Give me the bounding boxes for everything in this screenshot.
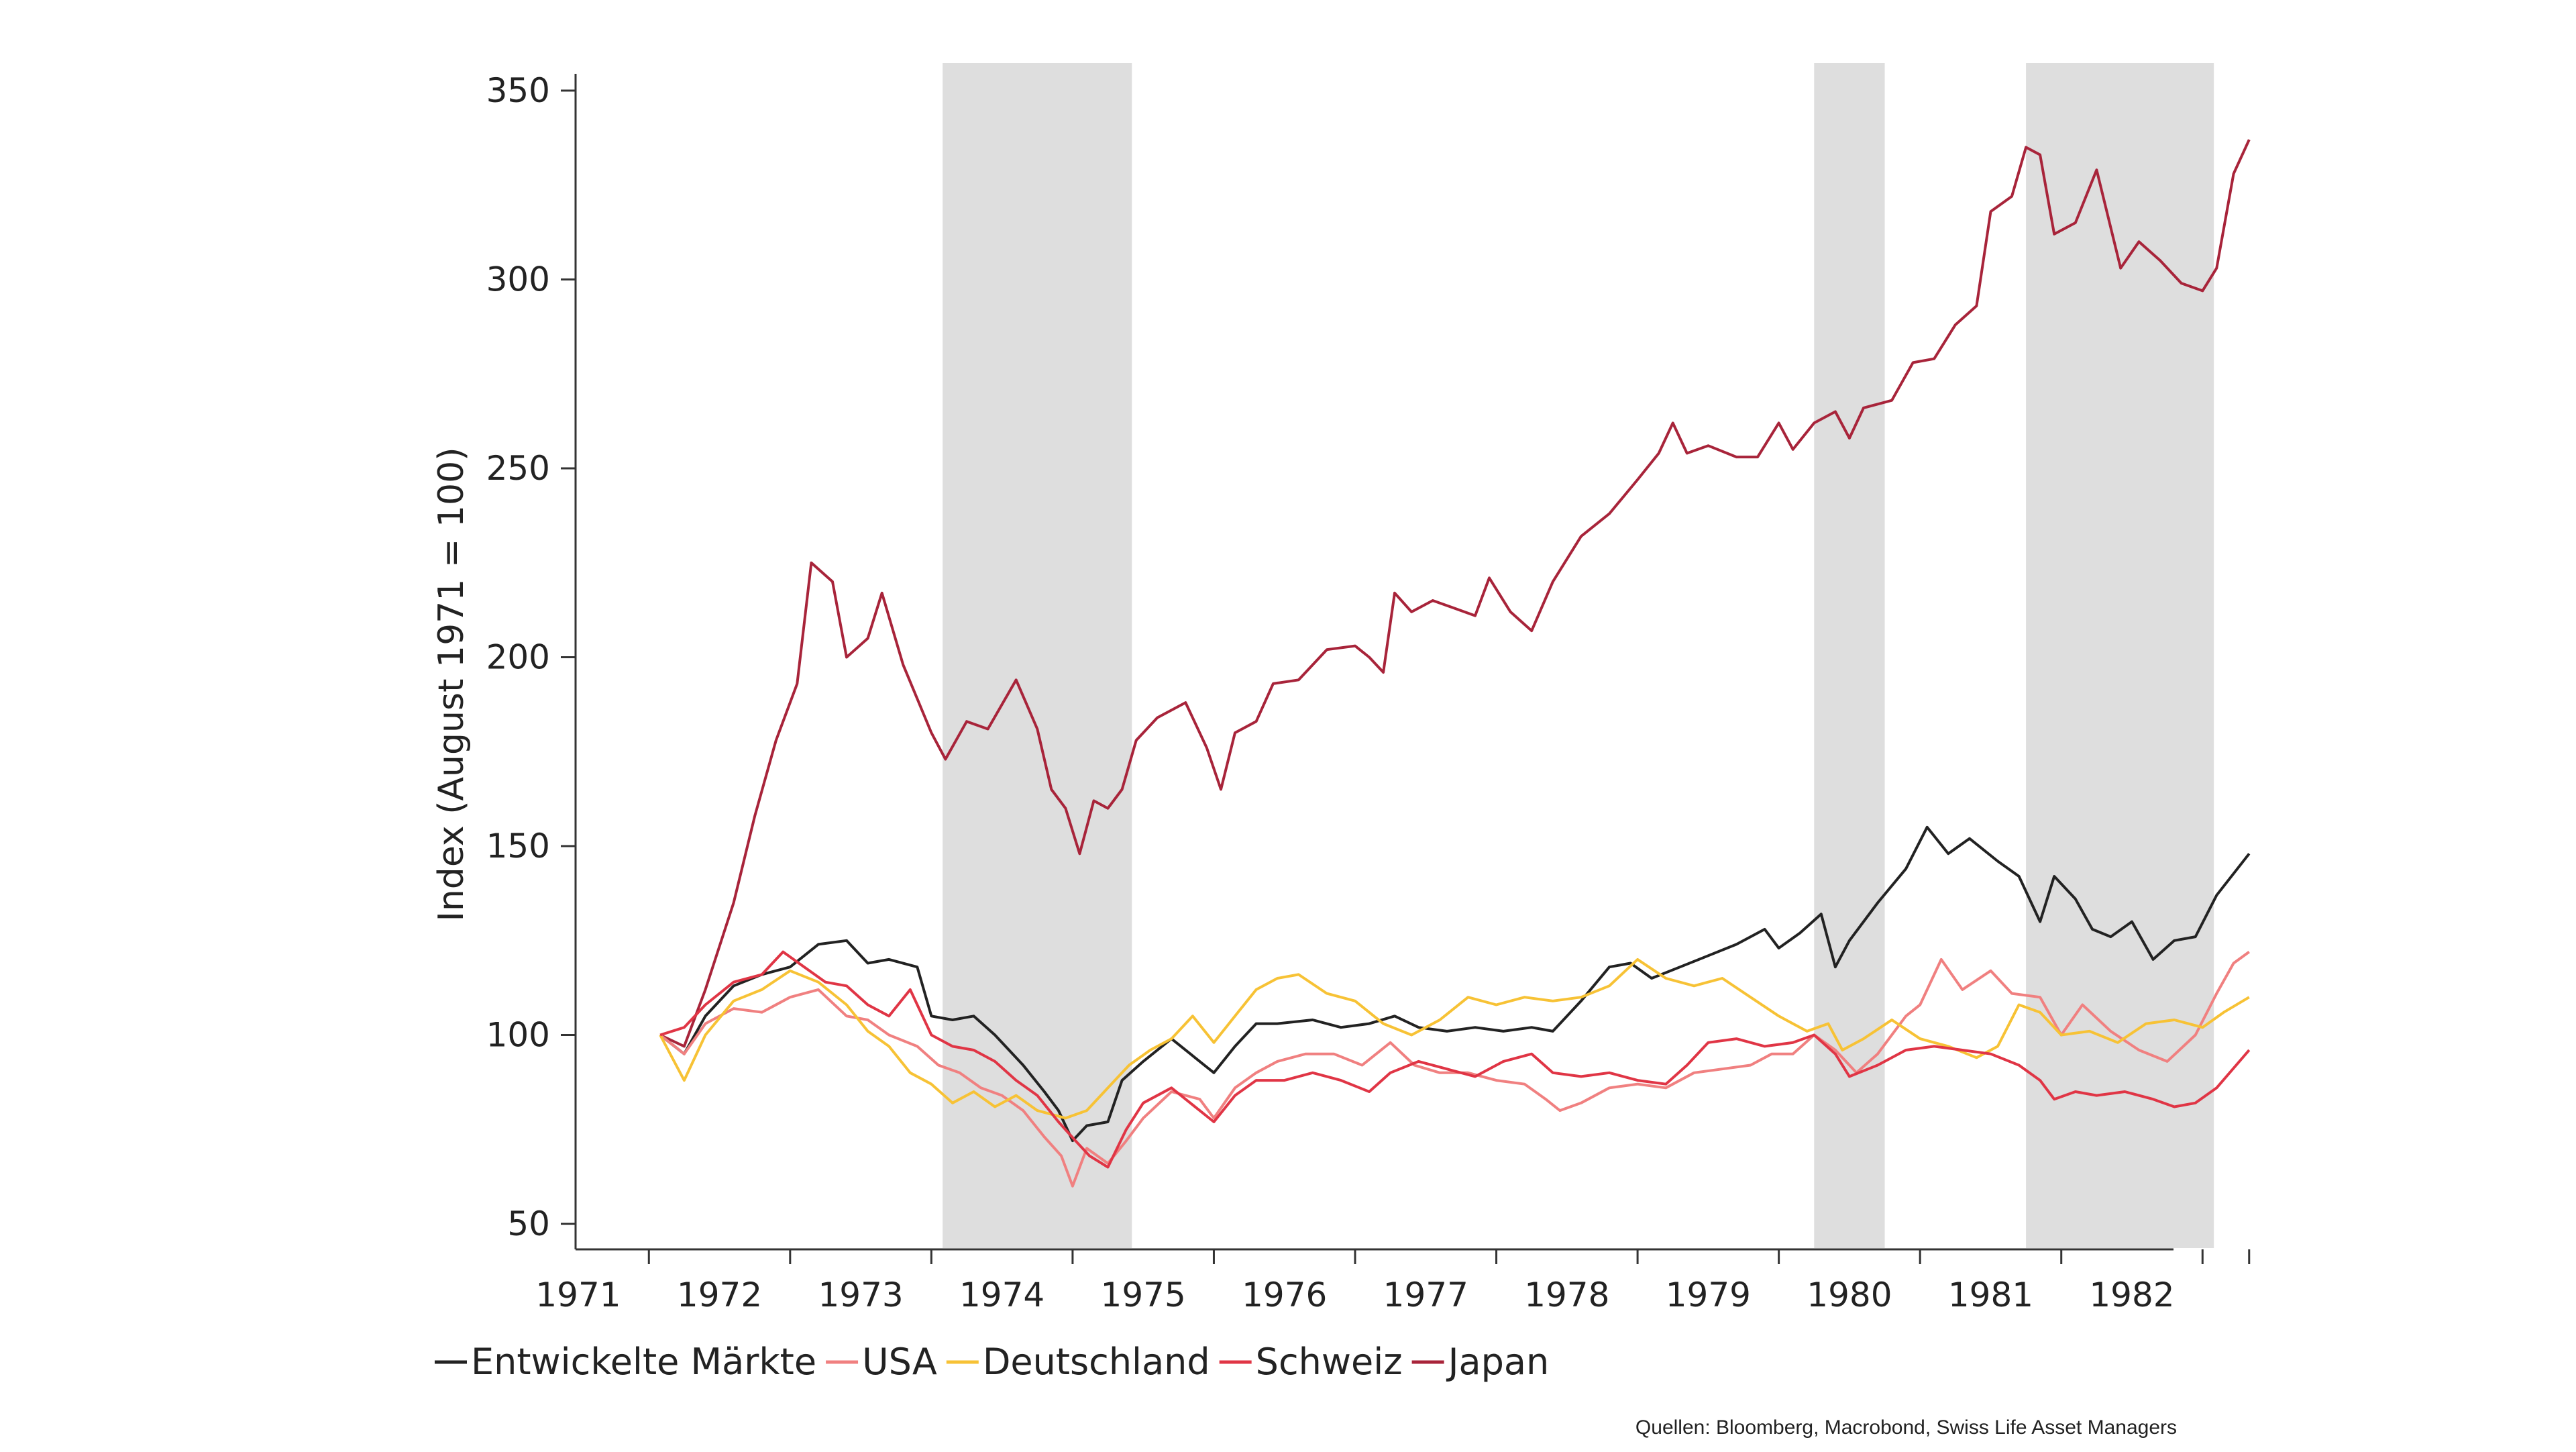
x-tick-label-1981: 1981	[1948, 1276, 2033, 1314]
x-tick-label-1977: 1977	[1383, 1276, 1468, 1314]
legend-item-1: Entwickelte Märkte	[435, 1341, 816, 1383]
x-tick-label-1976: 1976	[1242, 1276, 1327, 1314]
legend-item-4: Schweiz	[1219, 1341, 1403, 1383]
x-tick-label-1971: 1971	[535, 1276, 621, 1314]
y-tick-label-200: 200	[486, 638, 550, 677]
series-lines	[659, 139, 2251, 1188]
x-tick-label-1972: 1972	[677, 1276, 762, 1314]
x-tick-label-1978: 1978	[1524, 1276, 1609, 1314]
x-tick-label-1973: 1973	[818, 1276, 903, 1314]
x-tick-label-1979: 1979	[1666, 1276, 1751, 1314]
series-line-japan	[659, 139, 2251, 1048]
shaded-periods	[943, 63, 2214, 1248]
x-tick-label-1980: 1980	[1807, 1276, 1892, 1314]
y-tick-label-300: 300	[486, 260, 550, 299]
y-tick-label-100: 100	[486, 1016, 550, 1055]
legend-item-3: Deutschland	[946, 1341, 1210, 1383]
x-tick-label-1975: 1975	[1101, 1276, 1186, 1314]
legend-label: Entwickelte Märkte	[471, 1341, 816, 1383]
legend-label: Schweiz	[1256, 1341, 1403, 1383]
source-note: Quellen: Bloomberg, Macrobond, Swiss Lif…	[1635, 1416, 2177, 1439]
y-axis-title: Index (August 1971 = 100)	[431, 448, 472, 922]
legend-label: Deutschland	[983, 1341, 1210, 1383]
y-tick-label-250: 250	[486, 449, 550, 488]
series-line-usa	[659, 950, 2250, 1188]
shaded-period-2	[1814, 63, 1885, 1248]
legend-item-5: Japan	[1411, 1341, 1550, 1383]
y-tick-label-350: 350	[486, 71, 550, 110]
legend: Entwickelte Märkte USA Deutschland Schweiz J…	[435, 1341, 1549, 1383]
y-tick-label-150: 150	[486, 827, 550, 866]
shaded-period-1	[943, 63, 1132, 1248]
x-tick-label-1974: 1974	[959, 1276, 1044, 1314]
y-tick-label-50: 50	[507, 1204, 550, 1243]
legend-item-2: USA	[826, 1341, 937, 1383]
series-line-schweiz	[659, 950, 2251, 1169]
x-tick-label-1982: 1982	[2089, 1276, 2174, 1314]
series-line-entwickelte-m-rkte	[659, 825, 2251, 1143]
legend-label: Japan	[1446, 1341, 1550, 1383]
shaded-period-3	[2026, 63, 2214, 1248]
axes: 50 100 150 200 250 300 350 1971 1972 1973 1974 1975…	[486, 71, 2251, 1314]
legend-label: USA	[862, 1341, 937, 1383]
